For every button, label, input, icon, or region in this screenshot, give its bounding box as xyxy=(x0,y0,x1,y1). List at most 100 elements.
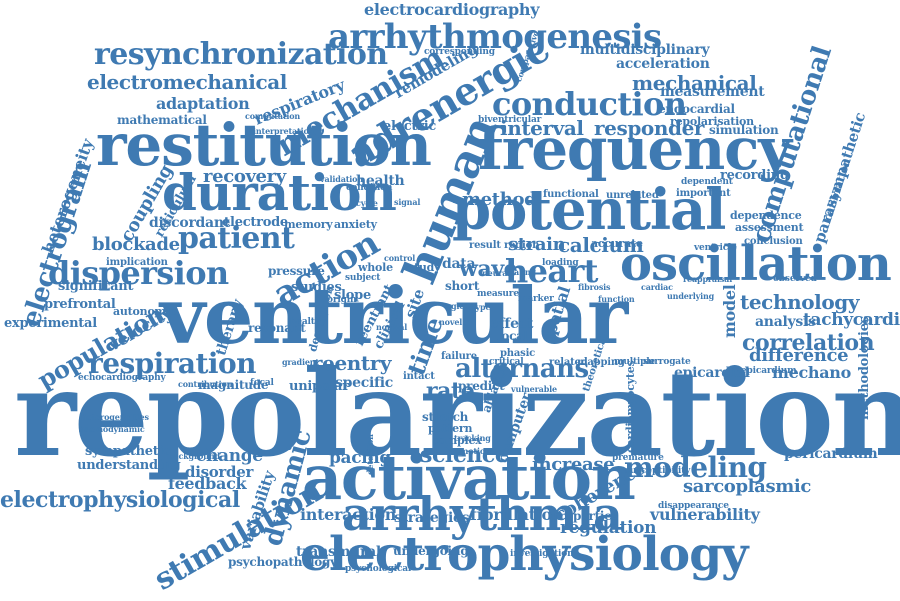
cloud-word: disorder xyxy=(185,463,254,481)
cloud-word: magnitude xyxy=(198,378,269,392)
cloud-word: related xyxy=(549,357,588,368)
cloud-word: health xyxy=(356,173,405,189)
cloud-word: normal xyxy=(376,322,408,332)
cloud-word: electromechanical xyxy=(87,70,287,94)
cloud-word: mechanical xyxy=(632,71,757,95)
cloud-word: transmural xyxy=(296,544,381,560)
cloud-word: observed xyxy=(773,274,817,284)
cloud-word: failure xyxy=(441,351,477,362)
cloud-word: change xyxy=(196,446,263,466)
cloud-word: implication xyxy=(106,257,168,268)
cloud-word: simulation xyxy=(709,123,779,137)
cloud-word: mechano xyxy=(772,363,851,382)
cloud-word: heterogeneities xyxy=(81,412,149,422)
cloud-word: blockade xyxy=(92,234,180,255)
cloud-word: important xyxy=(676,188,731,199)
cloud-word: mathematical xyxy=(117,113,207,127)
cloud-word: responder xyxy=(594,116,705,140)
cloud-word: duration xyxy=(162,163,397,222)
cloud-word: regulation xyxy=(560,518,657,538)
cloud-word: repolarization xyxy=(14,344,900,483)
cloud-word: memory xyxy=(284,218,333,231)
cloud-word: anxiety xyxy=(334,218,377,231)
cloud-word: methodologies xyxy=(857,316,872,420)
cloud-word: measurement xyxy=(660,84,765,100)
cloud-word: pattern xyxy=(428,422,473,435)
cloud-word: model xyxy=(720,284,739,338)
cloud-word: measure xyxy=(477,289,519,299)
cloud-word: strain xyxy=(508,234,566,255)
cloud-word: studies xyxy=(291,280,342,295)
cloud-word: respiration xyxy=(88,347,256,380)
cloud-word: gradient xyxy=(282,357,319,367)
cloud-word: healthy xyxy=(290,317,327,327)
cloud-word: scaling xyxy=(505,267,536,277)
cloud-word: epicardium xyxy=(741,366,797,376)
cloud-word: result xyxy=(469,240,501,251)
cloud-word: interval xyxy=(500,116,584,140)
cloud-word: method xyxy=(462,189,537,210)
cloud-word: origin xyxy=(327,295,357,305)
cloud-word: short xyxy=(445,279,480,293)
cloud-word: strategies xyxy=(394,510,470,526)
cloud-word: mapping xyxy=(577,357,625,368)
cloud-word: resonant xyxy=(248,321,306,335)
cloud-word: multiple xyxy=(614,357,656,367)
cloud-word: prefrontal xyxy=(44,297,116,312)
cloud-word: investigation xyxy=(510,549,574,559)
cloud-word: specific xyxy=(335,375,394,391)
cloud-word: unrelated xyxy=(606,190,659,201)
cloud-word: electrophysiology xyxy=(300,527,748,582)
cloud-word: underlying xyxy=(667,291,715,301)
cloud-word: ventricle xyxy=(694,243,737,253)
cloud-word: alternans xyxy=(455,354,589,384)
cloud-word: repolarisation xyxy=(670,115,754,128)
cloud-word: effect xyxy=(490,316,534,332)
cloud-word: control xyxy=(384,253,416,263)
cloud-word: pericardium xyxy=(784,446,878,462)
cloud-word: rate xyxy=(426,378,475,404)
cloud-word: condition xyxy=(346,183,393,193)
cloud-word: electrocardiography xyxy=(364,0,540,19)
cloud-word: electric xyxy=(383,119,437,134)
cloud-word: global xyxy=(451,301,478,311)
cloud-word: arrhythmia xyxy=(342,487,623,541)
cloud-word: validation xyxy=(320,174,363,184)
cloud-word: intact xyxy=(403,371,435,382)
cloud-word: marker xyxy=(518,294,554,304)
cloud-word: subject xyxy=(345,273,381,283)
cloud-word: haemodynamic xyxy=(79,424,145,434)
cloud-word: unipolar xyxy=(289,379,349,394)
cloud-word: ventricular xyxy=(160,271,628,362)
cloud-word: electrophysiological xyxy=(0,487,240,513)
cloud-word: calcium xyxy=(558,233,644,257)
cloud-word: endocardial xyxy=(658,102,735,116)
cloud-word: frequency xyxy=(478,115,792,183)
cloud-word: disappearance xyxy=(658,501,729,511)
cloud-word: cardiac xyxy=(641,282,673,292)
cloud-word: whole xyxy=(358,261,393,274)
cloud-word: contribution xyxy=(178,379,233,389)
cloud-word: signal xyxy=(394,197,421,207)
cloud-word: psychological xyxy=(345,564,412,574)
cloud-word: science xyxy=(420,442,509,468)
cloud-word: experimental xyxy=(4,316,97,331)
cloud-word: type xyxy=(472,302,491,312)
cloud-word: recovery xyxy=(203,166,286,187)
cloud-word: increase xyxy=(532,454,615,475)
cloud-word: dispersion xyxy=(48,254,229,292)
cloud-word: correlation xyxy=(742,330,875,356)
cloud-word: local xyxy=(497,329,529,343)
cloud-word: reappraisal xyxy=(683,274,733,284)
cloud-word: multidisciplinary xyxy=(580,42,710,58)
cloud-word: analysis xyxy=(755,314,816,330)
cloud-word: background xyxy=(168,451,220,461)
cloud-word: significant xyxy=(58,279,134,294)
cloud-word: complex xyxy=(432,434,482,447)
cloud-word: stretch xyxy=(422,410,469,424)
cloud-word: discordant xyxy=(149,215,230,231)
cloud-word: biventricular xyxy=(478,115,542,125)
cloud-word: interaction xyxy=(300,505,397,524)
cloud-word: electrode xyxy=(222,215,288,230)
cloud-word: region xyxy=(504,240,540,251)
